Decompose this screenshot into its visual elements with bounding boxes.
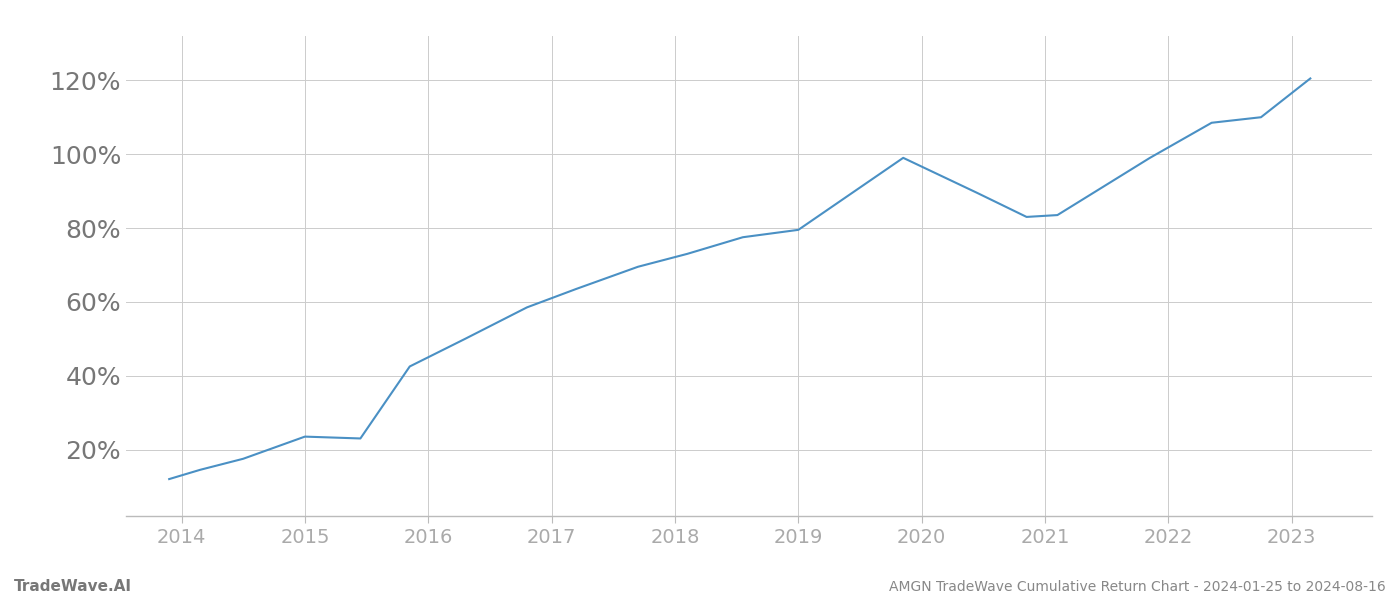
Text: AMGN TradeWave Cumulative Return Chart - 2024-01-25 to 2024-08-16: AMGN TradeWave Cumulative Return Chart -… [889,580,1386,594]
Text: TradeWave.AI: TradeWave.AI [14,579,132,594]
